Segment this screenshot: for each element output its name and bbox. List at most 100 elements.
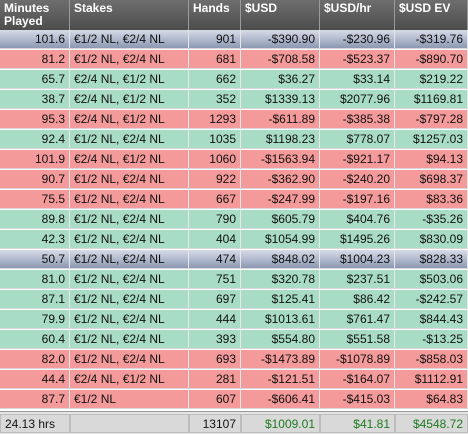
cell-usd: $605.79	[241, 210, 320, 228]
cell-usd-per-hour: -$240.20	[320, 170, 395, 188]
table-row[interactable]: 38.7 €2/4 NL, €1/2 NL 352 $1339.13 $2077.96 $…	[0, 90, 468, 109]
table-row[interactable]: 87.1 €1/2 NL, €2/4 NL 697 $125.41 $86.42 -$24…	[0, 290, 468, 309]
cell-minutes-played: 101.9	[0, 150, 70, 168]
table-row[interactable]: 82.0 €1/2 NL, €2/4 NL 693 -$1473.89 -$1078.8…	[0, 350, 468, 369]
cell-minutes-played: 44.4	[0, 370, 70, 388]
cell-usd: -$121.51	[241, 370, 320, 388]
cell-usd: $125.41	[241, 290, 320, 308]
table-row[interactable]: 42.3 €1/2 NL, €2/4 NL 404 $1054.99 $1495.26 $…	[0, 230, 468, 249]
cell-minutes-played: 75.5	[0, 190, 70, 208]
column-header-minutes-played[interactable]: Minutes Played	[0, 0, 70, 30]
cell-usd: $1198.23	[241, 130, 320, 148]
cell-hands: 693	[189, 350, 241, 368]
cell-stakes: €1/2 NL, €2/4 NL	[70, 210, 189, 228]
column-header-usd[interactable]: $USD	[241, 0, 320, 30]
cell-usd-ev: -$13.25	[395, 330, 468, 348]
total-time-played: 24.13 hrs	[0, 414, 70, 433]
total-stakes	[70, 414, 189, 433]
cell-usd-per-hour: -$415.03	[320, 390, 395, 408]
cell-usd-ev: $830.09	[395, 230, 468, 248]
cell-hands: 393	[189, 330, 241, 348]
cell-minutes-played: 89.8	[0, 210, 70, 228]
cell-usd: -$611.89	[241, 110, 320, 128]
table-row[interactable]: 101.6 €1/2 NL, €2/4 NL 901 -$390.90 -$230.96…	[0, 30, 468, 49]
table-row[interactable]: 50.7 €1/2 NL, €2/4 NL 474 $848.02 $1004.23 $8…	[0, 250, 468, 269]
table-row[interactable]: 65.7 €2/4 NL, €1/2 NL 662 $36.27 $33.14 $219.…	[0, 70, 468, 89]
table-row[interactable]: 90.7 €1/2 NL, €2/4 NL 922 -$362.90 -$240.20 $…	[0, 170, 468, 189]
cell-stakes: €2/4 NL, €1/2 NL	[70, 70, 189, 88]
cell-hands: 901	[189, 30, 241, 48]
column-header-hands[interactable]: Hands	[189, 0, 241, 30]
cell-minutes-played: 79.9	[0, 310, 70, 328]
cell-usd-per-hour: -$230.96	[320, 30, 395, 48]
cell-usd-per-hour: $237.51	[320, 270, 395, 288]
cell-hands: 697	[189, 290, 241, 308]
cell-stakes: €1/2 NL, €2/4 NL	[70, 230, 189, 248]
table-row[interactable]: 101.9 €2/4 NL, €1/2 NL 1060 -$1563.94 -$921.…	[0, 150, 468, 169]
total-hands: 13107	[189, 414, 241, 433]
cell-usd-per-hour: $33.14	[320, 70, 395, 88]
cell-minutes-played: 82.0	[0, 350, 70, 368]
column-header-usd-per-hour[interactable]: $USD/hr	[320, 0, 395, 30]
cell-stakes: €1/2 NL, €2/4 NL	[70, 50, 189, 68]
cell-hands: 751	[189, 270, 241, 288]
cell-stakes: €1/2 NL	[70, 390, 189, 408]
column-header-usd-ev[interactable]: $USD EV	[395, 0, 468, 30]
cell-usd-ev: $844.43	[395, 310, 468, 328]
table-row[interactable]: 89.8 €1/2 NL, €2/4 NL 790 $605.79 $404.76 -$3…	[0, 210, 468, 229]
cell-stakes: €1/2 NL, €2/4 NL	[70, 250, 189, 268]
cell-usd: -$362.90	[241, 170, 320, 188]
cell-usd: -$708.58	[241, 50, 320, 68]
cell-usd: $36.27	[241, 70, 320, 88]
cell-usd-per-hour: $778.07	[320, 130, 395, 148]
cell-minutes-played: 90.7	[0, 170, 70, 188]
table-row[interactable]: 92.4 €1/2 NL, €2/4 NL 1035 $1198.23 $778.07 $…	[0, 130, 468, 149]
table-row[interactable]: 81.0 €1/2 NL, €2/4 NL 751 $320.78 $237.51 $50…	[0, 270, 468, 289]
cell-stakes: €1/2 NL, €2/4 NL	[70, 170, 189, 188]
cell-usd: $554.80	[241, 330, 320, 348]
cell-usd-per-hour: -$523.37	[320, 50, 395, 68]
cell-usd-ev: $503.06	[395, 270, 468, 288]
cell-usd: $1339.13	[241, 90, 320, 108]
column-header-stakes[interactable]: Stakes	[70, 0, 189, 30]
totals-row: 24.13 hrs 13107 $1009.01 $41.81 $4548.72	[0, 411, 468, 434]
table-row[interactable]: 44.4 €2/4 NL, €1/2 NL 281 -$121.51 -$164.07 $…	[0, 370, 468, 389]
table-row[interactable]: 60.4 €1/2 NL, €2/4 NL 393 $554.80 $551.58 -$1…	[0, 330, 468, 349]
table-row[interactable]: 81.2 €1/2 NL, €2/4 NL 681 -$708.58 -$523.37-…	[0, 50, 468, 69]
cell-usd-ev: $83.36	[395, 190, 468, 208]
cell-stakes: €1/2 NL, €2/4 NL	[70, 310, 189, 328]
cell-stakes: €1/2 NL, €2/4 NL	[70, 330, 189, 348]
cell-hands: 607	[189, 390, 241, 408]
cell-usd-ev: -$858.03	[395, 350, 468, 368]
cell-usd-per-hour: -$385.38	[320, 110, 395, 128]
total-usd-per-hour: $41.81	[320, 414, 395, 433]
header-line: Played	[4, 14, 43, 28]
cell-hands: 1035	[189, 130, 241, 148]
table-row[interactable]: 75.5 €1/2 NL, €2/4 NL 667 -$247.99 -$197.16 $…	[0, 190, 468, 209]
cell-usd-ev: -$35.26	[395, 210, 468, 228]
cell-stakes: €2/4 NL, €1/2 NL	[70, 150, 189, 168]
cell-usd-per-hour: $1004.23	[320, 250, 395, 268]
cell-stakes: €2/4 NL, €1/2 NL	[70, 370, 189, 388]
table-row[interactable]: 95.3 €2/4 NL, €1/2 NL 1293 -$611.89 -$385.38…	[0, 110, 468, 129]
table-header: Minutes Played Stakes Hands $USD $USD/hr…	[0, 0, 468, 30]
cell-hands: 922	[189, 170, 241, 188]
cell-usd-ev: $219.22	[395, 70, 468, 88]
cell-minutes-played: 42.3	[0, 230, 70, 248]
cell-usd: -$1563.94	[241, 150, 320, 168]
cell-stakes: €1/2 NL, €2/4 NL	[70, 190, 189, 208]
cell-usd-ev: $1112.91	[395, 370, 468, 388]
cell-minutes-played: 95.3	[0, 110, 70, 128]
cell-stakes: €2/4 NL, €1/2 NL	[70, 90, 189, 108]
header-line: Minutes	[4, 1, 50, 15]
cell-hands: 662	[189, 70, 241, 88]
table-row[interactable]: 87.7 €1/2 NL 607 -$606.41 -$415.03 $64.83	[0, 390, 468, 409]
cell-minutes-played: 81.2	[0, 50, 70, 68]
table-row[interactable]: 79.9 €1/2 NL, €2/4 NL 444 $1013.61 $761.47 $8…	[0, 310, 468, 329]
cell-stakes: €2/4 NL, €1/2 NL	[70, 110, 189, 128]
cell-stakes: €1/2 NL, €2/4 NL	[70, 270, 189, 288]
cell-usd: $1054.99	[241, 230, 320, 248]
cell-minutes-played: 101.6	[0, 30, 70, 48]
cell-hands: 474	[189, 250, 241, 268]
